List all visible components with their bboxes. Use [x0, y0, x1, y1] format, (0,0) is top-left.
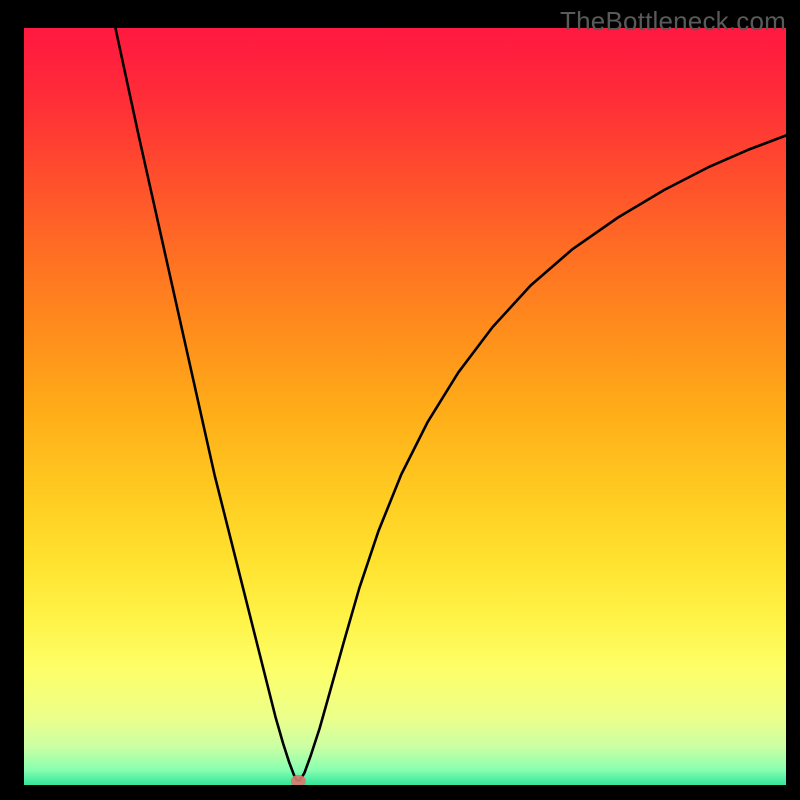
chart-background	[24, 28, 786, 785]
plot-area	[24, 28, 786, 785]
chart-frame: TheBottleneck.com	[0, 0, 800, 800]
chart-svg	[24, 28, 786, 785]
attribution-label: TheBottleneck.com	[560, 6, 786, 37]
